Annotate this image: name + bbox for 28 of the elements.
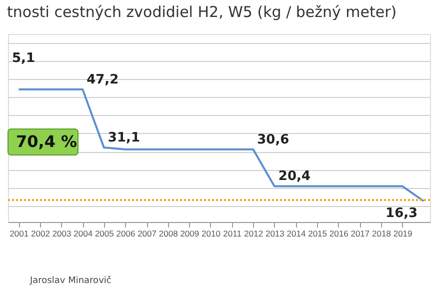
annotation: 5,1 <box>12 51 36 66</box>
data-label: 47,2 <box>86 72 119 88</box>
data-label: 31,1 <box>108 130 140 146</box>
x-tick-label: 2002 <box>31 228 50 238</box>
text: Jaroslav Minarovič <box>29 275 112 286</box>
x-tick-label: 2018 <box>372 228 392 238</box>
x-tick-label: 2007 <box>138 228 157 238</box>
x-tick-label: 2001 <box>10 228 29 238</box>
x-tick-label: 2010 <box>202 228 221 238</box>
x-tick-label: 2006 <box>116 228 136 238</box>
data-label: 30,6 <box>257 132 290 148</box>
x-tick-label: 2004 <box>74 228 93 238</box>
x-tick-label: 2008 <box>158 228 178 238</box>
x-tick-label: 2014 <box>286 228 306 238</box>
x-tick-label: 2017 <box>350 228 370 238</box>
x-tick-label: 2009 <box>180 228 200 238</box>
x-tick-label: 2013 <box>265 228 285 238</box>
x-tick-label: 2015 <box>308 228 328 238</box>
data-label: 20,4 <box>278 169 310 184</box>
x-tick-label: 2019 <box>393 228 413 238</box>
x-tick-label: 2003 <box>52 228 72 238</box>
x-tick-label: 2016 <box>329 228 349 238</box>
chart-title: tnosti cestných zvodidiel H2, W5 (kg / bežný meter) <box>7 3 397 21</box>
x-tick-label: 2005 <box>94 228 114 238</box>
data-label: 16,3 <box>386 206 418 222</box>
annotation: 70,4 % <box>16 132 78 151</box>
x-tick-label: 2011 <box>223 228 242 238</box>
x-tick-label: 2012 <box>244 228 264 238</box>
